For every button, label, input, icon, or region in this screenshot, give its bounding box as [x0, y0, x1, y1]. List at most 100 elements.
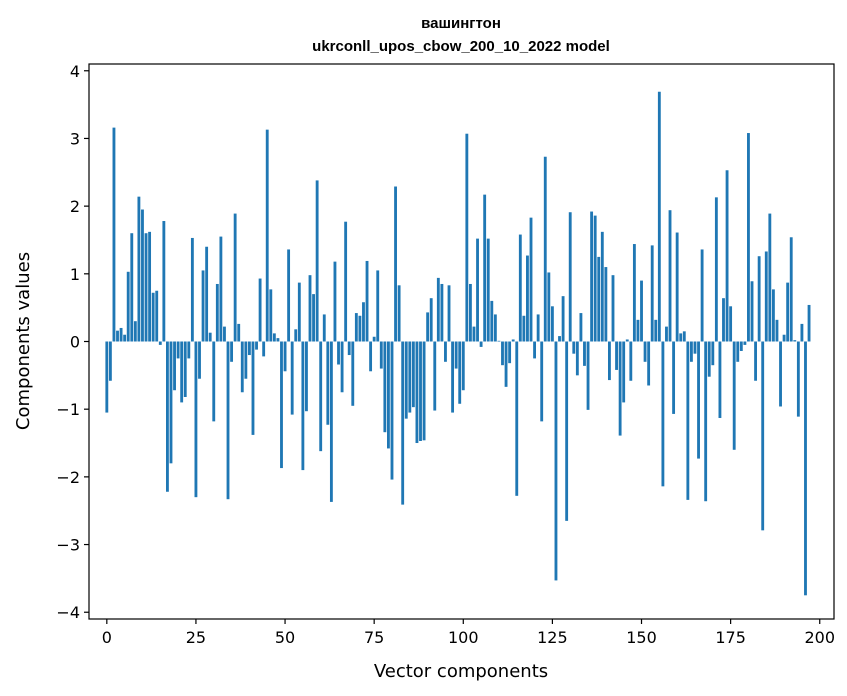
bar	[764, 251, 768, 342]
bar	[319, 341, 323, 452]
bar	[786, 282, 790, 342]
bar	[590, 211, 594, 342]
bar	[600, 231, 604, 342]
bar	[483, 194, 487, 342]
bar	[340, 341, 344, 393]
bar	[554, 341, 558, 581]
bar	[668, 210, 672, 342]
bar	[550, 306, 554, 342]
bar	[572, 341, 576, 354]
bar	[411, 341, 415, 408]
bar	[148, 231, 152, 342]
bar	[540, 341, 544, 422]
bar	[654, 319, 658, 342]
bar	[130, 233, 134, 342]
bar	[736, 341, 740, 362]
bar	[800, 323, 804, 342]
y-tick-label: 1	[70, 265, 80, 284]
bar	[194, 341, 198, 498]
bar	[137, 196, 141, 342]
bar	[472, 326, 476, 342]
bar	[754, 341, 757, 381]
bar	[230, 341, 234, 362]
bar	[347, 341, 351, 356]
bar	[775, 319, 779, 342]
bar	[329, 341, 333, 502]
bar	[768, 213, 772, 342]
bar	[661, 341, 665, 487]
chart-title-line-1: вашингтон	[421, 15, 501, 32]
bar	[155, 290, 159, 342]
bar	[779, 341, 782, 407]
bar	[305, 341, 308, 412]
bar	[119, 327, 123, 342]
bar	[640, 280, 643, 342]
x-tick-label: 150	[626, 628, 657, 647]
bar	[255, 341, 258, 350]
bar	[141, 209, 144, 342]
bar	[244, 341, 248, 379]
bar	[422, 341, 426, 441]
bar	[344, 221, 348, 342]
bar	[796, 341, 800, 417]
bar	[468, 283, 472, 342]
bar	[276, 338, 280, 342]
bar	[251, 341, 255, 435]
bar	[465, 133, 469, 342]
bar	[575, 341, 579, 376]
bar	[126, 271, 130, 342]
bar	[672, 341, 676, 414]
bar	[750, 281, 754, 342]
bar	[158, 341, 162, 345]
y-tick-label: −3	[56, 536, 80, 555]
bar	[479, 341, 483, 347]
bar	[771, 289, 775, 342]
bar	[657, 91, 661, 342]
bar	[682, 331, 686, 342]
bar	[558, 336, 561, 342]
bar	[247, 341, 251, 356]
bar	[561, 296, 565, 342]
x-tick-label: 0	[102, 628, 112, 647]
bar	[429, 298, 433, 342]
bar	[112, 127, 116, 342]
bar	[312, 294, 315, 342]
bar	[354, 313, 358, 342]
y-tick-label: 2	[70, 197, 80, 216]
bar	[739, 341, 743, 351]
bar	[297, 282, 301, 342]
bar	[618, 341, 622, 436]
bar	[162, 221, 166, 342]
bar	[501, 341, 504, 366]
bar	[461, 341, 465, 391]
bar	[447, 285, 451, 342]
y-axis-ticks: −4 −3 −2 −1 0 1 2 3 4	[56, 62, 89, 622]
bar	[611, 275, 615, 342]
y-tick-label: −1	[56, 400, 80, 419]
bar	[379, 341, 383, 369]
bar	[508, 341, 512, 364]
bar	[679, 333, 683, 342]
bar	[707, 341, 711, 377]
bar	[597, 256, 601, 342]
bar	[593, 215, 597, 342]
bar	[401, 341, 405, 505]
bar	[622, 341, 626, 403]
bar	[166, 341, 169, 492]
bar	[180, 341, 184, 403]
bar	[415, 341, 419, 444]
bar	[440, 283, 444, 342]
bar	[151, 292, 155, 342]
bar	[144, 233, 148, 342]
bar	[650, 245, 654, 342]
bar	[804, 341, 807, 596]
bar	[629, 341, 633, 381]
bar	[258, 278, 262, 342]
bar	[390, 341, 394, 480]
bar	[700, 249, 704, 342]
chart-title-line-2: ukrconll_upos_cbow_200_10_2022 model	[312, 38, 610, 55]
bar	[722, 298, 725, 342]
x-axis-ticks: 0 25 50 75 100 125 150 175 200	[102, 619, 835, 647]
bar	[322, 314, 326, 342]
